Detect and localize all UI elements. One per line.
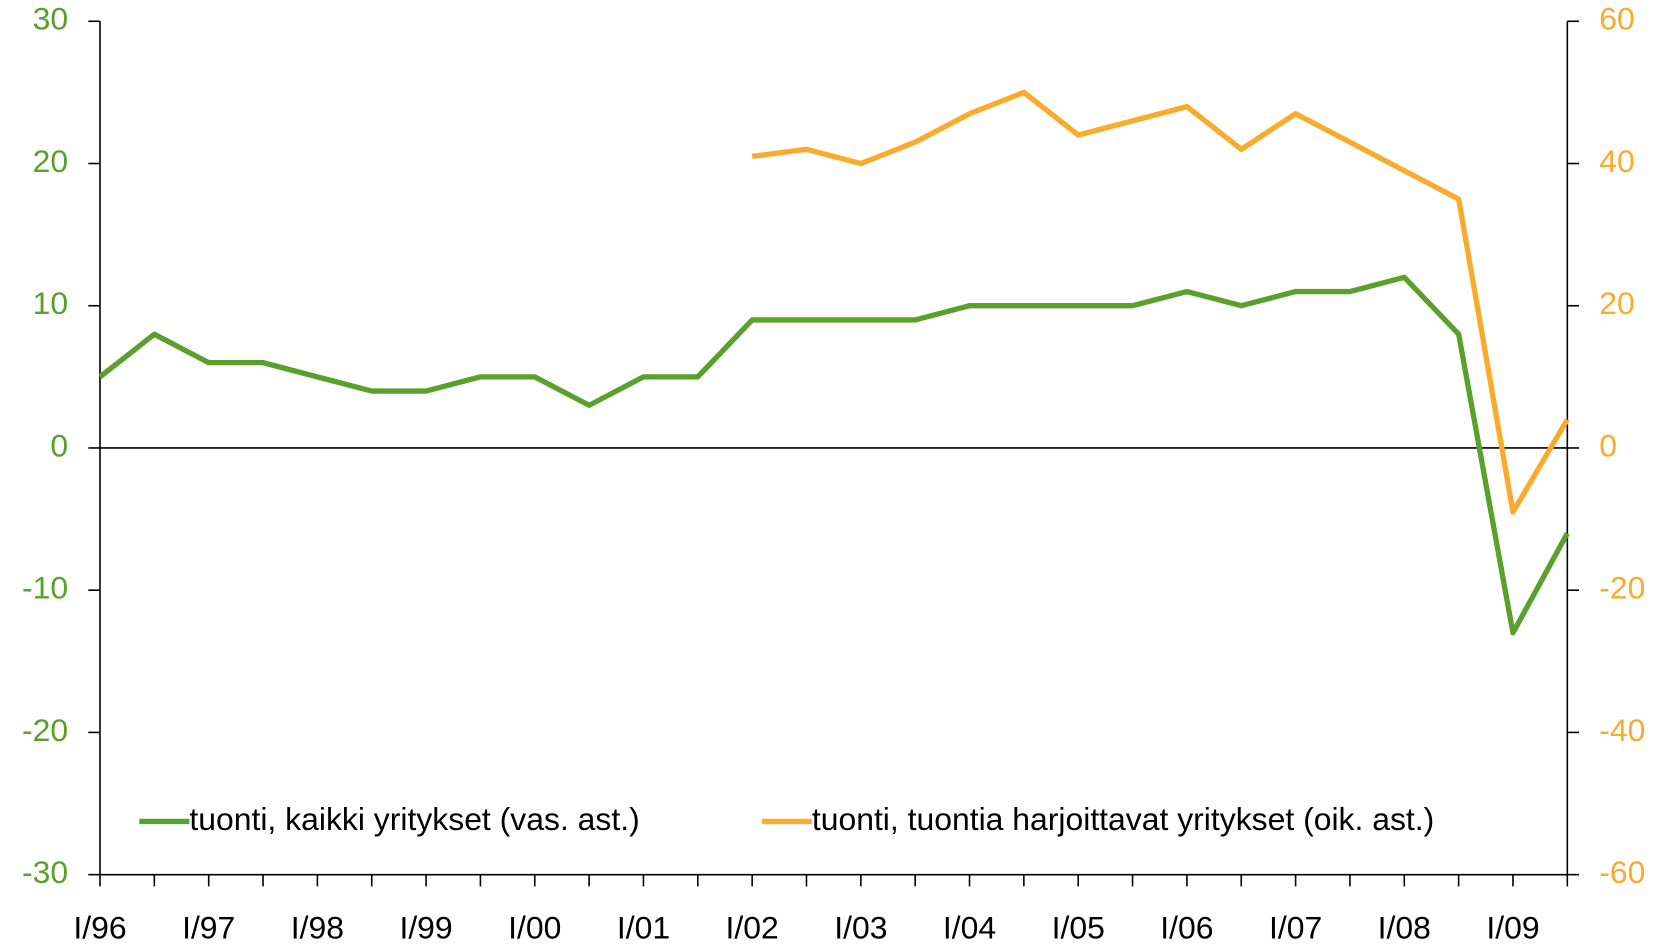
x-tick-label: I/00 bbox=[508, 909, 561, 945]
x-tick-label: I/08 bbox=[1378, 909, 1431, 945]
y-tick-label: 20 bbox=[33, 143, 68, 179]
y-tick-label: 30 bbox=[33, 1, 68, 37]
y2-tick-label: 60 bbox=[1599, 1, 1635, 37]
x-tick-label: I/02 bbox=[726, 909, 779, 945]
x-tick-label: I/05 bbox=[1052, 909, 1105, 945]
line bbox=[751, 89, 1570, 515]
y2-tick-label: 40 bbox=[1599, 143, 1635, 179]
y-tick-label: -30 bbox=[22, 854, 68, 890]
legend-label: tuonti, kaikki yritykset (vas. ast.) bbox=[189, 801, 639, 837]
x-tick-label: I/99 bbox=[399, 909, 452, 945]
y2-tick-label: 20 bbox=[1599, 285, 1635, 321]
legend-label: tuonti, tuontia harjoittavat yritykset (… bbox=[812, 801, 1434, 837]
y-tick-label: 0 bbox=[50, 427, 68, 463]
y2-tick-label: -20 bbox=[1599, 570, 1645, 606]
x-tick-label: I/03 bbox=[834, 909, 887, 945]
x-tick-label: I/01 bbox=[617, 909, 670, 945]
x-tick-label: I/09 bbox=[1486, 909, 1539, 945]
x-tick-label: I/98 bbox=[291, 909, 344, 945]
line bbox=[98, 274, 1570, 636]
y-tick-label: 10 bbox=[33, 285, 68, 321]
x-tick-label: I/97 bbox=[182, 909, 235, 945]
y2-tick-label: 0 bbox=[1599, 427, 1617, 463]
x-tick-label: I/06 bbox=[1160, 909, 1213, 945]
x-tick-label: I/04 bbox=[943, 909, 996, 945]
y2-tick-label: -40 bbox=[1599, 712, 1645, 748]
x-tick-label: I/07 bbox=[1269, 909, 1322, 945]
x-tick-label: I/96 bbox=[73, 909, 126, 945]
y2-tick-label: -60 bbox=[1599, 854, 1645, 890]
y-tick-label: -10 bbox=[22, 570, 68, 606]
y-tick-label: -20 bbox=[22, 712, 68, 748]
